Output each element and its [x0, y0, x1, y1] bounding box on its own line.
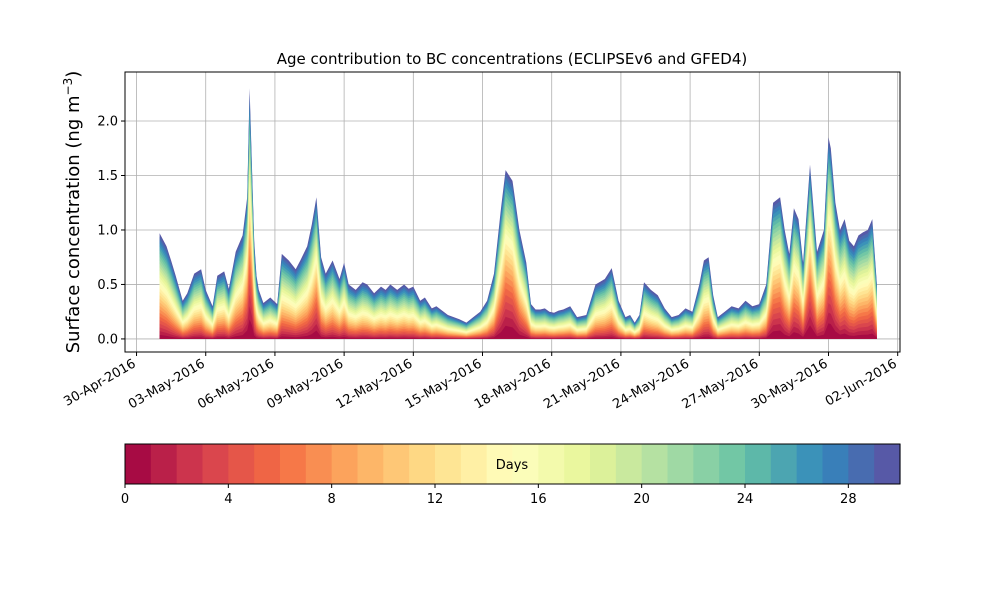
x-tick-label: 03-May-2016	[126, 356, 208, 412]
x-tick-label: 24-May-2016	[610, 356, 692, 412]
colorbar-tick-label: 20	[633, 492, 650, 507]
age-layer-1	[159, 319, 877, 339]
y-tick-label: 0.5	[97, 278, 118, 293]
colorbar-cell	[719, 444, 746, 484]
x-tick-label: 21-May-2016	[541, 356, 623, 412]
y-tick-label: 1.0	[97, 223, 118, 238]
colorbar-cell	[125, 444, 152, 484]
plot-frame	[124, 71, 901, 353]
y-axis-label: Surface concentration (ng m−3)	[61, 71, 84, 354]
colorbar-cell	[796, 444, 824, 484]
colorbar-cell	[848, 444, 875, 484]
colorbar-cell	[641, 444, 669, 484]
colorbar-cell	[874, 444, 901, 484]
x-tick-label: 02-Jun-2016	[823, 356, 900, 409]
colorbar-cell	[409, 444, 436, 484]
colorbar-cell	[331, 444, 359, 484]
colorbar-cell	[460, 444, 488, 484]
colorbar-cell	[564, 444, 591, 484]
colorbar-ticks: 0 4 8 12 16 20 24 28	[121, 484, 857, 507]
colorbar-cells	[125, 444, 901, 484]
colorbar-tick-label: 12	[427, 492, 444, 507]
y-tick-label: 0.0	[97, 332, 118, 347]
colorbar-cell	[176, 444, 204, 484]
colorbar-cell	[150, 444, 178, 484]
colorbar-cell	[254, 444, 281, 484]
colorbar-cell	[486, 444, 514, 484]
colorbar-cell	[435, 444, 462, 484]
x-tick-label: 06-May-2016	[195, 356, 277, 412]
colorbar-label: Days	[496, 458, 529, 473]
x-tick-label: 12-May-2016	[334, 356, 416, 412]
colorbar-cell	[305, 444, 333, 484]
colorbar-tick-label: 0	[121, 492, 129, 507]
colorbar-tick-label: 28	[840, 492, 857, 507]
colorbar-cell	[822, 444, 849, 484]
chart-title: Age contribution to BC concentrations (E…	[277, 50, 748, 68]
colorbar-tick-label: 16	[530, 492, 547, 507]
stacked-area-series	[159, 88, 877, 339]
colorbar-tick-label: 8	[328, 492, 336, 507]
x-axis: 30-Apr-201603-May-201606-May-201609-May-…	[61, 352, 900, 412]
plot-area: 30-Apr-201603-May-201606-May-201609-May-…	[61, 71, 901, 412]
colorbar-cell	[280, 444, 307, 484]
colorbar-cell	[615, 444, 643, 484]
colorbar: 0 4 8 12 16 20 24 28 Days	[121, 443, 901, 507]
colorbar-frame	[124, 443, 901, 485]
y-axis: 0.0 0.5 1.0 1.5 2.0	[97, 115, 125, 347]
colorbar-cell	[228, 444, 255, 484]
colorbar-cell	[590, 444, 617, 484]
colorbar-cell	[357, 444, 384, 484]
y-tick-label: 1.5	[97, 169, 118, 184]
colorbar-cell	[770, 444, 798, 484]
x-tick-label: 27-May-2016	[680, 356, 762, 412]
colorbar-tick-label: 24	[737, 492, 754, 507]
colorbar-cell	[538, 444, 565, 484]
colorbar-cell	[512, 444, 539, 484]
colorbar-cell	[202, 444, 229, 484]
x-tick-label: 18-May-2016	[472, 356, 554, 412]
x-tick-label: 09-May-2016	[264, 356, 346, 412]
colorbar-cell	[383, 444, 410, 484]
y-tick-label: 2.0	[97, 115, 118, 130]
colorbar-cell	[667, 444, 694, 484]
colorbar-cell	[745, 444, 772, 484]
colorbar-cell	[693, 444, 720, 484]
colorbar-tick-label: 4	[224, 492, 232, 507]
x-tick-label: 30-May-2016	[749, 356, 831, 412]
x-tick-label: 15-May-2016	[403, 356, 485, 412]
